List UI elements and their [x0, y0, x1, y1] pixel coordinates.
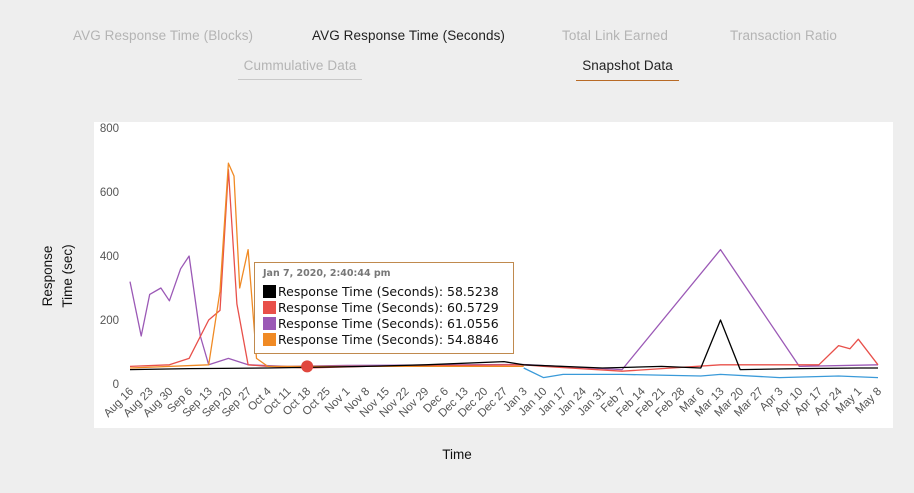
chart-tooltip: Jan 7, 2020, 2:40:44 pm Response Time (S… — [254, 262, 514, 354]
series-line — [129, 248, 879, 371]
series-line — [129, 162, 524, 369]
swatch-purple — [263, 317, 276, 330]
tab-cummulative-data[interactable]: Cummulative Data — [238, 58, 362, 80]
tooltip-row-label: Response Time (Seconds): 58.5238 — [278, 284, 499, 299]
series-layer — [129, 162, 879, 379]
hover-marker — [301, 360, 314, 373]
y-tick-label: 800 — [100, 123, 119, 135]
y-tick-label: 0 — [113, 379, 119, 391]
marker-layer — [301, 360, 314, 373]
y-axis: 0 200 400 600 800 — [100, 123, 119, 391]
tab-avg-response-blocks[interactable]: AVG Response Time (Blocks) — [73, 28, 254, 43]
swatch-orange — [263, 333, 276, 346]
tab-total-link-earned[interactable]: Total Link Earned — [562, 28, 669, 43]
tab-snapshot-data[interactable]: Snapshot Data — [576, 58, 679, 81]
y-axis-title-line1: Response — [40, 246, 55, 307]
tooltip-row-label: Response Time (Seconds): 61.0556 — [278, 316, 499, 331]
tooltip-row-label: Response Time (Seconds): 54.8846 — [278, 332, 499, 347]
series-line — [129, 319, 878, 371]
y-tick-label: 600 — [100, 187, 119, 199]
series-line — [523, 367, 879, 379]
y-tick-label: 400 — [100, 251, 119, 263]
tooltip-row-orange: Response Time (Seconds): 54.8846 — [263, 332, 499, 347]
swatch-red — [263, 301, 276, 314]
tooltip-time: Jan 7, 2020, 2:40:44 pm — [263, 268, 391, 279]
y-tick-label: 200 — [100, 315, 119, 327]
tooltip-row-red: Response Time (Seconds): 60.5729 — [263, 300, 499, 315]
tooltip-row-label: Response Time (Seconds): 60.5729 — [278, 300, 499, 315]
tab-avg-response-seconds[interactable]: AVG Response Time (Seconds) — [312, 28, 506, 43]
x-axis-title: Time — [442, 447, 472, 462]
tooltip-row-purple: Response Time (Seconds): 61.0556 — [263, 316, 499, 331]
tooltip-row-black: Response Time (Seconds): 58.5238 — [263, 284, 499, 299]
swatch-black — [263, 285, 276, 298]
tab-transaction-ratio[interactable]: Transaction Ratio — [730, 28, 837, 43]
y-axis-title-line2: Time (sec) — [60, 244, 75, 307]
